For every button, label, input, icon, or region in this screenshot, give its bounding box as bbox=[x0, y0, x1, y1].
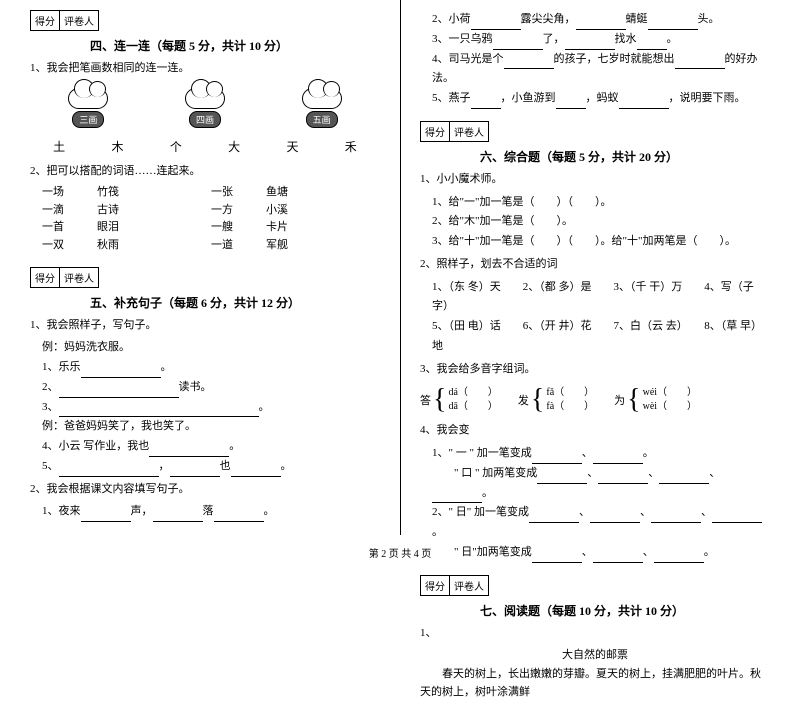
i5: 5、，也。 bbox=[42, 457, 380, 477]
pair-r1: 一方 小溪 bbox=[211, 202, 380, 220]
i3: 3、。 bbox=[42, 398, 380, 418]
wei-char: 为 bbox=[614, 392, 625, 408]
right-column: 2、小荷露尖尖角，蜻蜓头。 3、一只乌鸦了，找水。 4、司马光是个的孩子，七岁时… bbox=[400, 0, 800, 565]
q5-2: 2、我会根据课文内容填写句子。 bbox=[30, 481, 380, 499]
score-label: 得分 bbox=[31, 268, 60, 287]
ex1: 例：妈妈洗衣服。 bbox=[42, 338, 380, 358]
grader-label: 评卷人 bbox=[60, 268, 98, 287]
img-5stroke: 五画 bbox=[292, 88, 352, 128]
q5-1: 1、我会照样子，写句子。 bbox=[30, 317, 380, 335]
ex2: 例：爸爸妈妈笑了，我也笑了。 bbox=[42, 417, 380, 437]
score-label: 得分 bbox=[421, 576, 450, 595]
match-left: 一场 竹筏 一滴 古诗 一首 眼泪 一双 秋雨 bbox=[42, 184, 211, 254]
pinyin-group: 答{ dá（ ）dā（ ） 发{ fǎ（ ）fà（ ） 为{ wéi（ ）wèi… bbox=[420, 386, 770, 414]
q6-4: 4、我会变 bbox=[420, 422, 770, 440]
img-4stroke: 四画 bbox=[175, 88, 235, 128]
q6-1-1: 1、给"一"加一笔是（ ）（ ）。 bbox=[432, 193, 770, 213]
q7-1: 1、 bbox=[420, 625, 770, 643]
score-box-7: 得分 评卷人 bbox=[420, 575, 489, 596]
left-column: 得分 评卷人 四、连一连（每题 5 分，共计 10 分） 1、我会把笔画数相同的… bbox=[0, 0, 400, 565]
r4: 4、司马光是个的孩子，七岁时就能想出的好办法。 bbox=[432, 50, 770, 90]
q6-3: 3、我会给多音字组词。 bbox=[420, 361, 770, 379]
section-5-title: 五、补充句子（每题 6 分，共计 12 分） bbox=[90, 294, 380, 311]
score-box-5: 得分 评卷人 bbox=[30, 267, 99, 288]
story-text: 春天的树上，长出嫩嫩的芽瓣。夏天的树上，挂满肥肥的叶片。秋天的树上，树叶涂满鲜 bbox=[420, 666, 770, 701]
q6-2-r1: 1、（东 冬）天 2、（都 多）是 3、（千 干）万 4、写（子 字） bbox=[432, 278, 770, 318]
match-area: 一场 竹筏 一滴 古诗 一首 眼泪 一双 秋雨 一张 鱼塘 一方 小溪 一艘 卡… bbox=[42, 184, 380, 254]
q4-2: 2、把可以搭配的词语……连起来。 bbox=[30, 163, 380, 181]
section-6-title: 六、综合题（每题 5 分，共计 20 分） bbox=[480, 148, 770, 165]
q6-1: 1、小小魔术师。 bbox=[420, 171, 770, 189]
pair-r2: 一艘 卡片 bbox=[211, 219, 380, 237]
match-right: 一张 鱼塘 一方 小溪 一艘 卡片 一道 军舰 bbox=[211, 184, 380, 254]
score-label: 得分 bbox=[421, 122, 450, 141]
page-footer: 第 2 页 共 4 页 bbox=[0, 545, 800, 560]
grader-label: 评卷人 bbox=[450, 122, 488, 141]
section-7-title: 七、阅读题（每题 10 分，共计 10 分） bbox=[480, 602, 770, 619]
r2: 2、小荷露尖尖角，蜻蜓头。 bbox=[432, 10, 770, 30]
pair-l2: 一首 眼泪 bbox=[42, 219, 211, 237]
pair-l0: 一场 竹筏 bbox=[42, 184, 211, 202]
pair-r0: 一张 鱼塘 bbox=[211, 184, 380, 202]
wei-group: 为{ wéi（ ）wèi（ ） bbox=[614, 386, 697, 414]
q6-4-1: 1、" 一 " 加一笔变成、。 bbox=[432, 444, 770, 464]
r5: 5、燕子，小鱼游到，蚂蚁，说明要下雨。 bbox=[432, 89, 770, 109]
da-char: 答 bbox=[420, 392, 431, 408]
story-title: 大自然的邮票 bbox=[420, 646, 770, 662]
q6-2: 2、照样子，划去不合适的词 bbox=[420, 256, 770, 274]
image-row: 三画 四画 五画 bbox=[30, 88, 380, 128]
grader-label: 评卷人 bbox=[450, 576, 488, 595]
r3: 3、一只乌鸦了，找水。 bbox=[432, 30, 770, 50]
q6-4-2: " 口 " 加两笔变成、、、。 bbox=[432, 464, 770, 504]
q6-1-3: 3、给"十"加一笔是（ ）（ ）。给"十"加两笔是（ ）。 bbox=[432, 232, 770, 252]
pair-r3: 一道 军舰 bbox=[211, 237, 380, 255]
fa-char: 发 bbox=[518, 392, 529, 408]
char-4: 天 bbox=[286, 138, 298, 155]
section-4-title: 四、连一连（每题 5 分，共计 10 分） bbox=[90, 37, 380, 54]
char-2: 个 bbox=[170, 138, 182, 155]
score-label: 得分 bbox=[31, 11, 60, 30]
q6-1-2: 2、给"木"加一笔是（ ）。 bbox=[432, 212, 770, 232]
pair-l1: 一滴 古诗 bbox=[42, 202, 211, 220]
score-box-6: 得分 评卷人 bbox=[420, 121, 489, 142]
pair-l3: 一双 秋雨 bbox=[42, 237, 211, 255]
q4-1: 1、我会把笔画数相同的连一连。 bbox=[30, 60, 380, 78]
char-5: 禾 bbox=[345, 138, 357, 155]
fa-group: 发{ fǎ（ ）fà（ ） bbox=[518, 386, 594, 414]
score-box-4: 得分 评卷人 bbox=[30, 10, 99, 31]
char-1: 木 bbox=[111, 138, 123, 155]
da-group: 答{ dá（ ）dā（ ） bbox=[420, 386, 498, 414]
grader-label: 评卷人 bbox=[60, 11, 98, 30]
char-3: 大 bbox=[228, 138, 240, 155]
q5-2-1: 1、夜来声，落。 bbox=[42, 502, 380, 522]
q6-2-r2: 5、（田 电）话 6、（开 井）花 7、白（云 去） 8、（草 早）地 bbox=[432, 317, 770, 357]
column-divider bbox=[400, 0, 401, 535]
i1: 1、乐乐。 bbox=[42, 358, 380, 378]
char-row: 土 木 个 大 天 禾 bbox=[30, 138, 380, 155]
char-0: 土 bbox=[53, 138, 65, 155]
img-3stroke: 三画 bbox=[58, 88, 118, 128]
q6-4-3: 2、" 日" 加一笔变成、、、。 bbox=[432, 503, 770, 543]
i4: 4、小云 写作业，我也。 bbox=[42, 437, 380, 457]
i2: 2、读书。 bbox=[42, 378, 380, 398]
